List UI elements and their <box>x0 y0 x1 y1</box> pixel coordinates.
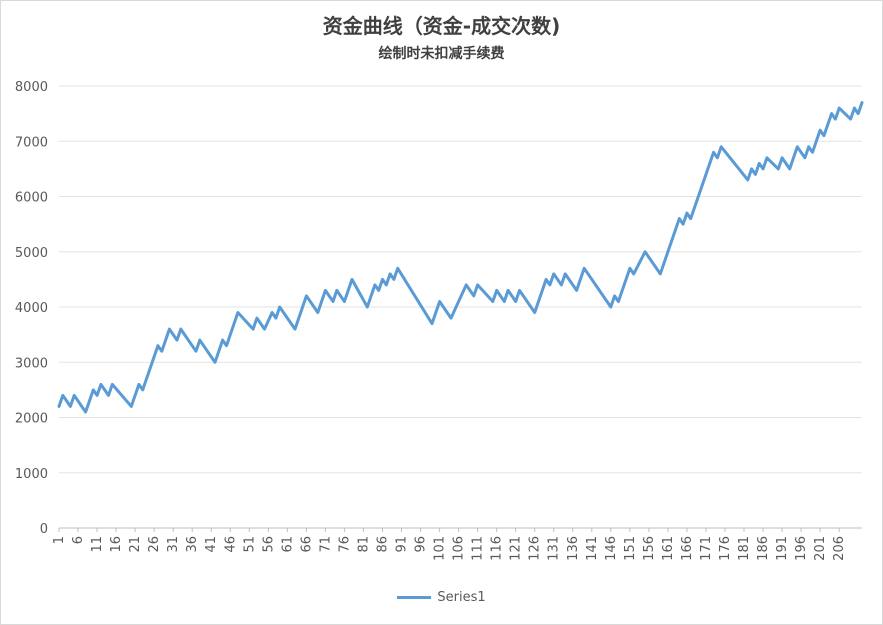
x-tick-label: 61 <box>280 536 295 553</box>
series-line <box>57 101 864 414</box>
x-tick-label: 51 <box>242 536 257 553</box>
x-tick-label: 71 <box>318 536 333 553</box>
legend: Series1 <box>0 590 883 605</box>
x-tick-label: 56 <box>261 536 276 553</box>
x-tick-label: 181 <box>737 536 752 561</box>
y-tick-label: 2000 <box>15 412 48 427</box>
legend-swatch <box>397 596 432 599</box>
y-tick-label: 1000 <box>15 467 48 482</box>
x-tick-label: 21 <box>128 536 143 553</box>
x-tick-label: 201 <box>813 536 828 561</box>
x-tick-label: 136 <box>566 536 581 561</box>
x-tick-label: 101 <box>433 536 448 561</box>
y-tick-label: 4000 <box>15 301 48 316</box>
x-tick-label: 141 <box>585 536 600 561</box>
x-tick-label: 196 <box>794 536 809 561</box>
x-tick-label: 46 <box>223 536 238 553</box>
y-tick-label: 5000 <box>15 246 48 261</box>
x-tick-label: 126 <box>528 536 543 561</box>
x-tick-label: 91 <box>395 536 410 553</box>
x-tick-label: 151 <box>623 536 638 561</box>
x-tick-label: 206 <box>832 536 847 561</box>
x-tick-label: 31 <box>166 536 181 553</box>
x-tick-label: 11 <box>90 536 105 553</box>
x-tick-label: 171 <box>699 536 714 561</box>
y-tick-label: 6000 <box>15 191 48 206</box>
chart-subtitle: 绘制时未扣减手续费 <box>378 46 505 62</box>
x-tick-label: 106 <box>452 536 467 561</box>
chart-title: 资金曲线（资金-成交次数) <box>322 14 561 38</box>
x-tick-label: 131 <box>547 536 562 561</box>
x-tick-label: 66 <box>299 536 314 553</box>
x-tick-label: 111 <box>471 536 486 561</box>
x-tick-label: 116 <box>490 536 505 561</box>
x-tick-label: 121 <box>509 536 524 561</box>
x-tick-label: 6 <box>71 536 86 544</box>
x-tick-label: 161 <box>661 536 676 561</box>
x-tick-label: 86 <box>375 536 390 553</box>
legend-label: Series1 <box>437 590 486 605</box>
x-tick-label: 76 <box>337 536 352 553</box>
x-tick-label: 156 <box>642 536 657 561</box>
y-tick-label: 3000 <box>15 356 48 371</box>
y-tick-label: 0 <box>40 522 48 537</box>
x-tick-label: 26 <box>147 536 162 553</box>
x-tick-label: 186 <box>756 536 771 561</box>
x-axis-ticks: 1 6 11 16 21 26 31 36 41 46 51 56 61 66 71 76 81 86 91 96 10… <box>52 528 847 561</box>
x-tick-label: 36 <box>185 536 200 553</box>
gridlines <box>59 85 862 529</box>
x-tick-label: 146 <box>604 536 619 561</box>
x-tick-label: 16 <box>109 536 124 553</box>
series-layer <box>57 101 864 414</box>
x-tick-label: 176 <box>718 536 733 561</box>
x-tick-label: 191 <box>775 536 790 561</box>
x-tick-label: 166 <box>680 536 695 561</box>
y-axis-ticks: 0 1000 2000 3000 4000 5000 6000 7000 8000 <box>15 80 48 537</box>
x-tick-label: 1 <box>52 536 67 544</box>
y-tick-label: 8000 <box>15 80 48 95</box>
x-tick-label: 96 <box>414 536 429 553</box>
x-tick-label: 41 <box>204 536 219 553</box>
y-tick-label: 7000 <box>15 135 48 150</box>
x-tick-label: 81 <box>356 536 371 553</box>
